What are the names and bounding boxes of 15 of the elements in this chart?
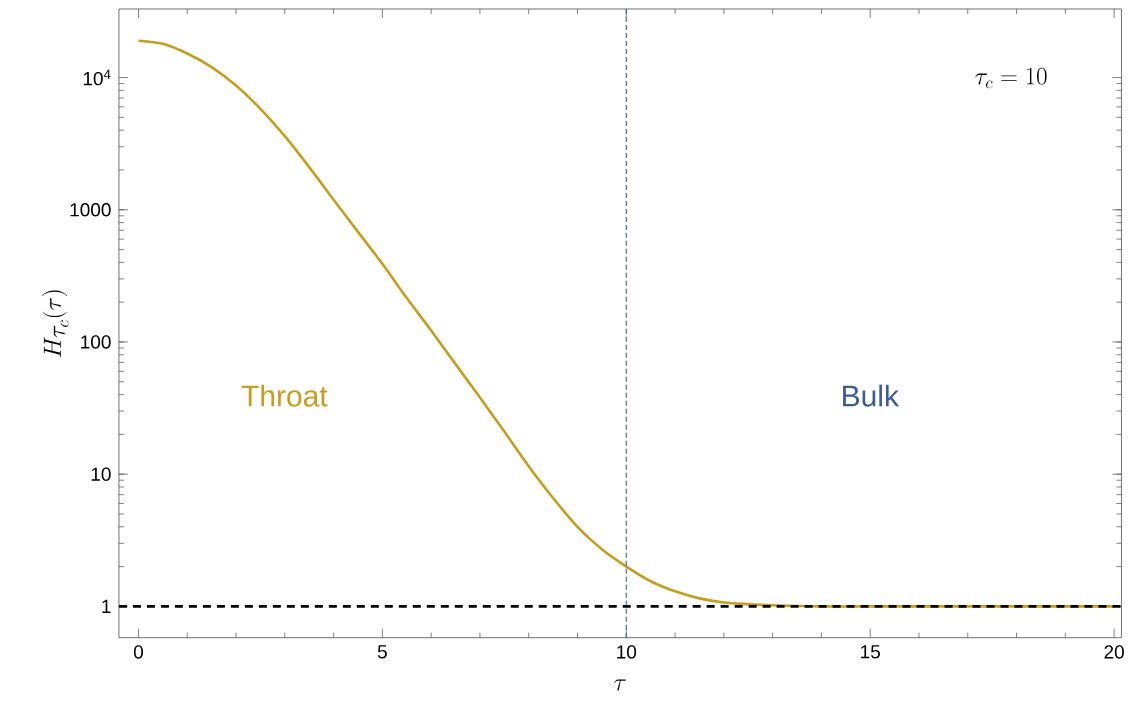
y-tick-label: 10$^{4}$ — [83, 69, 111, 86]
y-tick-label: 100 — [81, 335, 111, 349]
y-axis-title: $H_{\tau_c}(\tau)$ — [42, 290, 69, 358]
x-tick-label: 5 — [377, 645, 387, 659]
x-tick-label: 15 — [861, 645, 880, 659]
y-tick-label: 1000 — [70, 203, 111, 217]
x-tick-label: 20 — [1104, 645, 1124, 659]
x-tick-label: 10 — [617, 645, 637, 659]
annotation: Throat — [241, 384, 328, 407]
y-tick-label: 10 — [91, 467, 111, 482]
x-tick-label: 0 — [133, 645, 143, 659]
y-tick-label: 1 — [102, 600, 111, 614]
annotation: $\tau_c = 10$ — [975, 68, 1047, 89]
x-axis-title: $\tau$ — [614, 679, 626, 691]
annotation: Bulk — [843, 384, 899, 407]
